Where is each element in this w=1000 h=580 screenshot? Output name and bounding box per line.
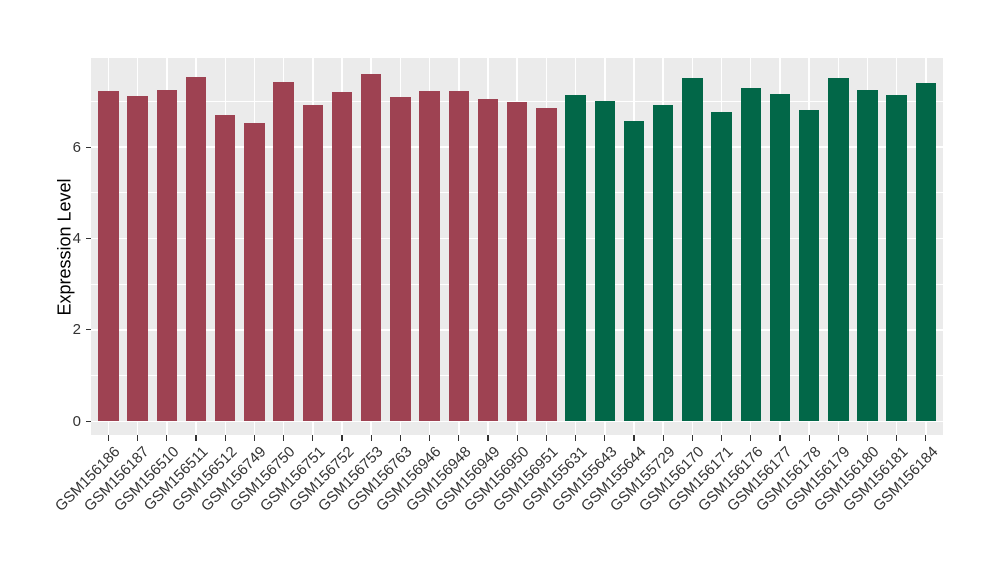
plot-panel [91, 58, 944, 435]
x-tick [370, 435, 372, 441]
y-tick-label: 6 [72, 138, 81, 156]
bar-GSM156753 [361, 73, 382, 422]
x-tick [662, 435, 664, 441]
bar-GSM156763 [390, 96, 411, 422]
x-tick [312, 435, 314, 441]
bar-GSM155644 [623, 120, 645, 422]
x-tick [195, 435, 197, 441]
bar-GSM156177 [769, 94, 791, 422]
bar-GSM156750 [273, 82, 294, 422]
bar-GSM156180 [857, 90, 878, 422]
bar-GSM155631 [565, 95, 586, 422]
bar-GSM155729 [652, 104, 674, 422]
x-tick [166, 435, 168, 441]
x-tick [458, 435, 460, 441]
bar-GSM156184 [915, 83, 937, 422]
x-tick [429, 435, 431, 441]
x-tick [341, 435, 343, 441]
x-tick [750, 435, 752, 441]
y-tick [85, 146, 91, 148]
bar-GSM156181 [886, 95, 907, 422]
bar-GSM156187 [127, 95, 148, 422]
y-tick-label: 4 [72, 230, 81, 247]
x-tick [691, 435, 693, 441]
x-tick [224, 435, 226, 441]
x-tick [516, 435, 518, 441]
y-tick [85, 237, 91, 240]
bar-GSM156946 [419, 91, 440, 422]
x-tick [574, 435, 577, 441]
bar-GSM156512 [215, 114, 236, 422]
bar-GSM156179 [828, 77, 849, 422]
x-tick [808, 435, 810, 441]
x-tick [545, 435, 547, 441]
bar-GSM156951 [536, 108, 557, 422]
x-tick [399, 435, 402, 441]
x-tick [604, 435, 606, 441]
x-tick [925, 435, 927, 441]
bar-GSM155643 [594, 101, 615, 422]
bar-GSM156178 [798, 110, 820, 422]
bar-GSM156950 [506, 101, 528, 422]
y-tick-label: 2 [72, 321, 81, 339]
x-tick [896, 435, 898, 441]
bar-GSM156186 [98, 91, 119, 422]
y-tick [85, 420, 91, 422]
x-tick [283, 435, 285, 441]
x-tick [137, 435, 139, 441]
bar-GSM156948 [448, 91, 470, 422]
bar-GSM156170 [682, 77, 703, 422]
bar-GSM156749 [244, 123, 265, 422]
bar-GSM156171 [711, 111, 732, 422]
bar-GSM156510 [156, 89, 178, 422]
x-tick [866, 435, 869, 441]
x-tick [779, 435, 781, 441]
bar-GSM156751 [302, 104, 324, 422]
bar-GSM156752 [331, 92, 353, 422]
bar-GSM156176 [740, 87, 761, 422]
bar-GSM156511 [185, 76, 207, 422]
x-tick [107, 435, 110, 441]
x-tick [487, 435, 489, 441]
y-tick [85, 329, 91, 331]
bar-GSM156949 [477, 98, 499, 422]
x-tick [720, 435, 723, 441]
x-tick [837, 435, 839, 441]
x-tick [633, 435, 635, 441]
y-tick-label: 0 [72, 412, 81, 430]
x-tick [253, 435, 256, 441]
